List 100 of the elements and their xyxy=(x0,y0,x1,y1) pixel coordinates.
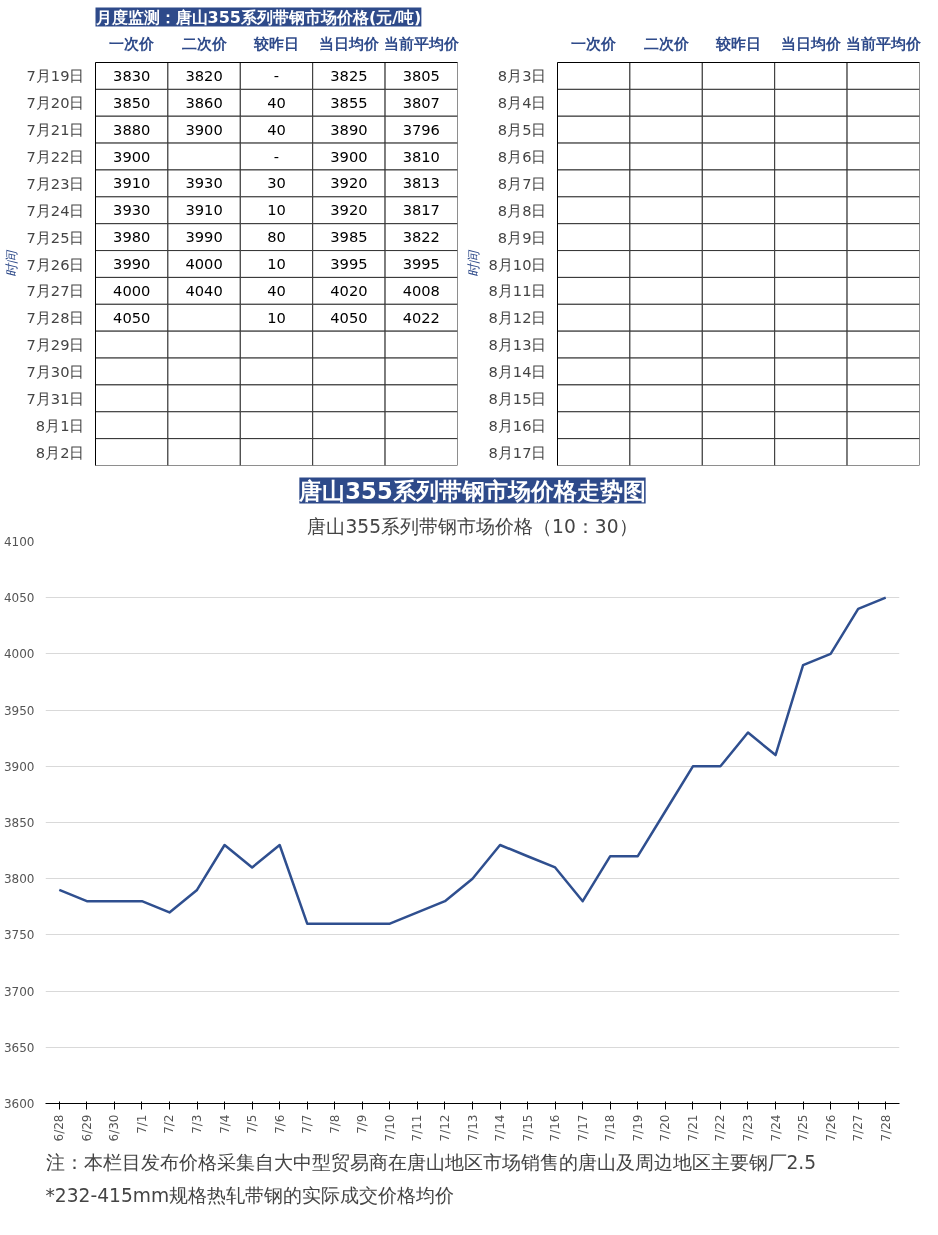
y-tick-label: 7月19日 xyxy=(26,67,85,85)
y-tick-label: 8月10日 xyxy=(488,255,547,273)
data-label: 3900 xyxy=(113,147,151,165)
y-tick-label: 8月16日 xyxy=(488,416,547,434)
x-tick-label: 当日均价 xyxy=(780,34,842,52)
y-axis-title: 时间 xyxy=(465,249,481,277)
x-tick-label: 一次价 xyxy=(571,34,618,52)
data-label: 4020 xyxy=(330,281,368,299)
x-tick-label: 7/22 xyxy=(713,1114,728,1142)
y-tick-label: 8月9日 xyxy=(497,228,547,246)
data-label: 3910 xyxy=(185,201,223,219)
data-label: 40 xyxy=(267,120,286,138)
x-tick-label: 7/4 xyxy=(217,1114,232,1134)
y-tick-label: 3900 xyxy=(3,759,35,774)
data-label: 3900 xyxy=(185,120,223,138)
data-label: 3825 xyxy=(330,66,368,84)
text: - xyxy=(273,66,280,84)
x-tick-label: 较昨日 xyxy=(715,34,761,52)
y-tick-label: 8月17日 xyxy=(488,443,547,461)
data-label: 4040 xyxy=(185,281,223,299)
data-label: 3890 xyxy=(330,120,368,138)
y-tick-label: 3800 xyxy=(3,872,35,887)
x-tick-label: 当日均价 xyxy=(318,34,380,52)
data-label: 4050 xyxy=(113,308,151,326)
y-tick-label: 8月4日 xyxy=(497,94,547,112)
y-tick-label: 8月8日 xyxy=(497,201,547,219)
x-tick-label: 7/17 xyxy=(575,1114,590,1142)
x-tick-label: 当前平均价 xyxy=(845,34,922,52)
y-tick-label: 7月25日 xyxy=(26,228,85,246)
y-tick-label: 8月6日 xyxy=(497,148,547,166)
data-label: 3796 xyxy=(402,120,440,138)
data-label: 3820 xyxy=(185,66,223,84)
line-series xyxy=(58,596,887,925)
y-tick-label: 3850 xyxy=(3,816,35,830)
x-tick-label: 7/25 xyxy=(796,1114,811,1142)
data-label: 3980 xyxy=(113,228,151,246)
x-tick-label: 7/15 xyxy=(520,1114,535,1142)
y-tick-label: 4050 xyxy=(3,591,35,606)
x-tick-label: 7/1 xyxy=(134,1114,149,1134)
y-tick-label: 7月22日 xyxy=(26,148,85,166)
data-label: 3920 xyxy=(330,201,368,219)
y-tick-label: 3700 xyxy=(3,984,35,999)
y-tick-label: 4100 xyxy=(3,535,35,549)
data-label: 30 xyxy=(267,174,286,192)
chart-title: 月度监测：唐山355系列带钢市场价格(元/吨) xyxy=(94,7,422,27)
x-tick-label: 7/27 xyxy=(851,1114,866,1142)
y-tick-label: 7月30日 xyxy=(26,362,85,380)
data-label: 4008 xyxy=(402,281,440,299)
x-tick-label: 7/16 xyxy=(548,1114,563,1142)
y-tick-label: 7月23日 xyxy=(26,174,85,192)
x-tick-label: 7/18 xyxy=(603,1114,618,1142)
y-tick-label: 7月21日 xyxy=(26,121,85,139)
x-tick-label: 6/29 xyxy=(79,1114,94,1142)
y-tick-label: 8月3日 xyxy=(497,67,547,85)
data-label: 3850 xyxy=(113,93,151,111)
y-tick-label: 8月12日 xyxy=(488,309,547,327)
y-tick-label: 8月5日 xyxy=(497,121,547,139)
x-tick-label: 7/20 xyxy=(658,1114,673,1142)
y-tick-label: 7月24日 xyxy=(26,201,85,219)
data-label: 3805 xyxy=(402,66,440,84)
x-tick-label: 7/11 xyxy=(410,1114,425,1142)
y-tick-label: 8月14日 xyxy=(488,362,547,380)
data-label: 3990 xyxy=(185,228,223,246)
x-tick-label: 7/3 xyxy=(190,1114,205,1134)
chart-title: 唐山355系列带钢市场价格走势图 xyxy=(298,477,646,504)
y-tick-label: 3650 xyxy=(3,1040,35,1055)
data-label: 3985 xyxy=(330,228,368,246)
x-tick-label: 7/21 xyxy=(685,1114,700,1142)
data-label: 3995 xyxy=(402,255,440,272)
x-tick-label: 7/13 xyxy=(465,1114,480,1142)
y-tick-label: 7月29日 xyxy=(26,336,85,354)
data-label: 3910 xyxy=(113,174,151,192)
data-label: 10 xyxy=(267,308,286,326)
y-tick-label: 7月31日 xyxy=(26,389,85,407)
data-label: 3930 xyxy=(185,174,223,192)
y-tick-label: 3950 xyxy=(3,703,35,718)
data-label: 80 xyxy=(267,228,286,246)
x-tick-label: 7/19 xyxy=(630,1114,645,1142)
x-tick-label: 7/9 xyxy=(355,1114,370,1134)
y-tick-label: 3750 xyxy=(3,928,35,943)
data-label: 3830 xyxy=(113,66,151,84)
y-tick-label: 8月1日 xyxy=(35,416,85,434)
data-label: 3995 xyxy=(330,255,368,272)
x-tick-label: 7/12 xyxy=(437,1114,452,1142)
x-tick-label: 7/26 xyxy=(823,1114,838,1142)
y-tick-label: 8月13日 xyxy=(488,336,547,354)
data-label: 10 xyxy=(267,201,286,219)
data-label: 40 xyxy=(267,281,286,299)
x-tick-label: 当前平均价 xyxy=(383,34,460,52)
data-label: 3990 xyxy=(113,255,151,272)
y-tick-label: 7月20日 xyxy=(26,94,85,112)
y-tick-label: 8月15日 xyxy=(488,389,547,407)
x-tick-label: 7/2 xyxy=(162,1114,177,1134)
x-tick-label: 7/6 xyxy=(272,1114,287,1134)
data-label: 3822 xyxy=(402,228,440,246)
y-tick-label: 7月27日 xyxy=(26,282,85,300)
text: - xyxy=(273,147,280,165)
y-tick-label: 7月26日 xyxy=(26,255,85,273)
y-tick-label: 3600 xyxy=(3,1097,35,1111)
data-label: 4000 xyxy=(185,255,223,272)
